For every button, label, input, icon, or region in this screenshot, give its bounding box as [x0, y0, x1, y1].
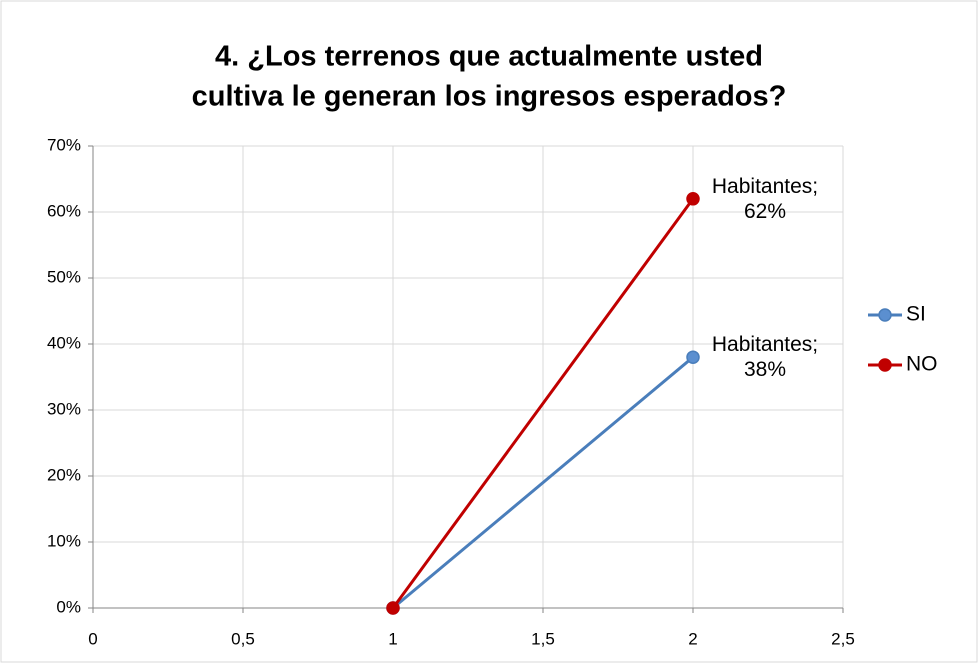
marker — [686, 192, 700, 206]
x-tick-label: 2 — [688, 629, 697, 648]
marker — [386, 601, 400, 615]
x-tick-label: 2,5 — [831, 629, 855, 648]
data-label: Habitantes; 38% — [711, 333, 819, 382]
data-label: Habitantes; 62% — [711, 174, 819, 223]
series-line — [391, 197, 695, 609]
y-tick-label: 20% — [47, 465, 81, 484]
chart-title: 4. ¿Los terrenos que actualmente usted — [215, 41, 763, 73]
x-tick-label: 1 — [388, 629, 397, 648]
y-tick-label: 60% — [47, 201, 81, 220]
x-tick-label: 0 — [88, 629, 97, 648]
legend-marker — [878, 308, 892, 322]
y-tick-label: 0% — [56, 597, 81, 616]
series-line — [392, 356, 694, 610]
marker — [686, 350, 700, 364]
legend-label: SI — [906, 303, 926, 326]
y-tick-label: 50% — [47, 267, 81, 286]
y-tick-label: 70% — [47, 135, 81, 154]
legend-marker — [878, 358, 892, 372]
y-tick-label: 30% — [47, 399, 81, 418]
x-tick-label: 0,5 — [231, 629, 255, 648]
x-tick-label: 1,5 — [531, 629, 555, 648]
y-tick-label: 10% — [47, 531, 81, 550]
legend-label: NO — [906, 353, 938, 376]
y-tick-label: 40% — [47, 333, 81, 352]
chart-title: cultiva le generan los ingresos esperado… — [192, 81, 787, 113]
